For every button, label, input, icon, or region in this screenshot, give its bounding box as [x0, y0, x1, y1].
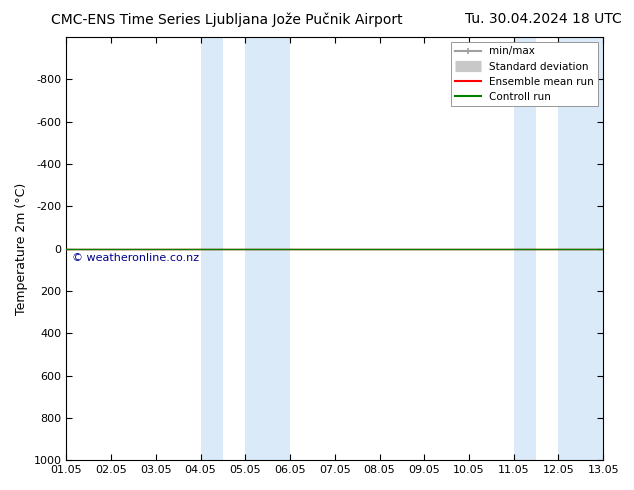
Text: CMC-ENS Time Series Ljubljana Jože Pučnik Airport: CMC-ENS Time Series Ljubljana Jože Pučni…	[51, 12, 403, 27]
Bar	[559, 37, 603, 460]
Bar	[245, 37, 290, 460]
Text: © weatheronline.co.nz: © weatheronline.co.nz	[72, 253, 199, 263]
Text: Tu. 30.04.2024 18 UTC: Tu. 30.04.2024 18 UTC	[465, 12, 621, 26]
Y-axis label: Temperature 2m (°C): Temperature 2m (°C)	[15, 182, 28, 315]
Bar	[514, 37, 536, 460]
Bar	[200, 37, 223, 460]
Legend: min/max, Standard deviation, Ensemble mean run, Controll run: min/max, Standard deviation, Ensemble me…	[451, 42, 598, 106]
